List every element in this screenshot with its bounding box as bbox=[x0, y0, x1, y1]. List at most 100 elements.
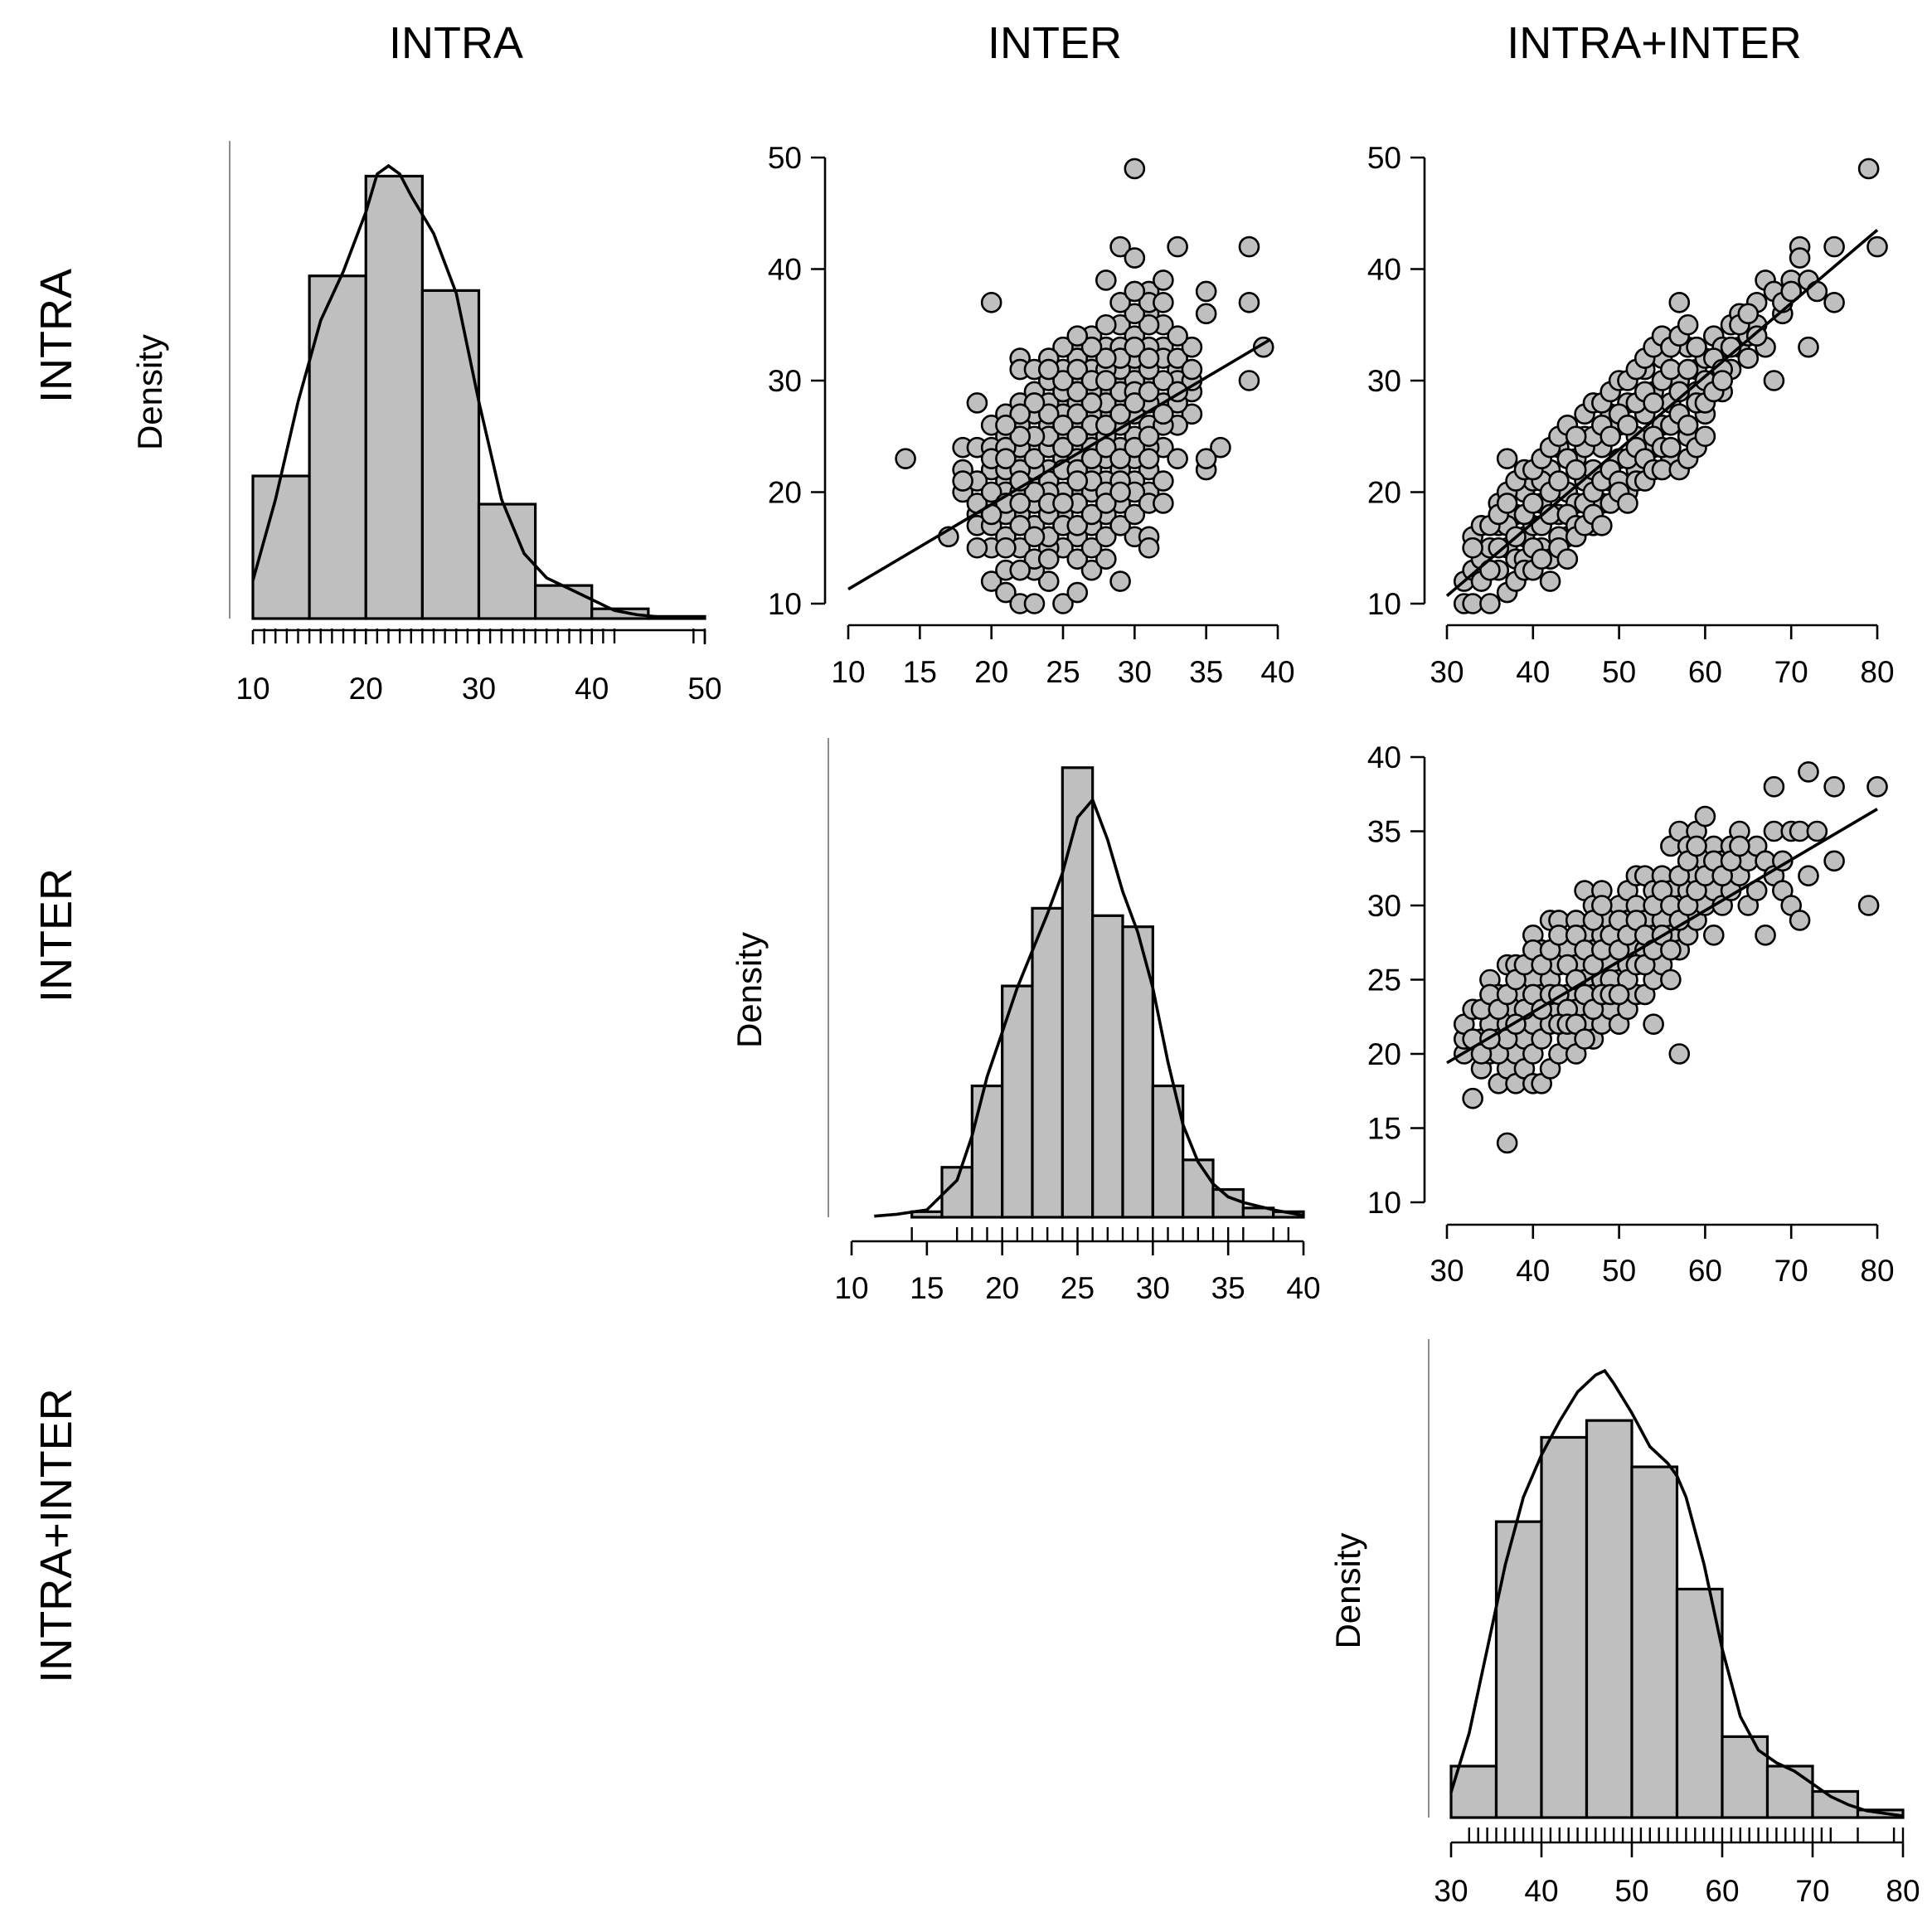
x-tick-label: 40 bbox=[575, 672, 609, 706]
y-tick-label: 50 bbox=[768, 141, 802, 175]
scatter-point bbox=[1124, 392, 1146, 414]
scatter-point bbox=[1037, 548, 1060, 570]
scatter-point bbox=[995, 536, 1017, 559]
histogram-bar bbox=[1121, 925, 1154, 1219]
scatter-point bbox=[1522, 493, 1544, 514]
scatter-point bbox=[1694, 425, 1716, 448]
scatter-point bbox=[1066, 381, 1089, 403]
scatter-point bbox=[1153, 292, 1174, 313]
scatter-point bbox=[1080, 536, 1103, 559]
row-header-intra: INTRA bbox=[32, 269, 81, 403]
scatter-point bbox=[1080, 392, 1103, 414]
scatter-point bbox=[1479, 593, 1501, 614]
scatter-point bbox=[1095, 493, 1117, 514]
scatter-point bbox=[1677, 358, 1699, 381]
scatter-point bbox=[1095, 370, 1117, 391]
scatter-point bbox=[1780, 280, 1802, 303]
scatter-point bbox=[1109, 481, 1131, 503]
scatter-point bbox=[1167, 448, 1188, 469]
x-tick-label: 30 bbox=[462, 672, 496, 706]
x-tick-label: 70 bbox=[1774, 655, 1808, 689]
column-header-intra-inter: INTRA+INTER bbox=[1507, 18, 1802, 68]
scatter-point bbox=[1052, 593, 1074, 614]
histogram-bar bbox=[1211, 1187, 1245, 1219]
histogram-bar bbox=[1494, 1520, 1543, 1819]
scatter-point bbox=[1677, 414, 1699, 436]
histogram-bar bbox=[477, 502, 537, 620]
x-tick-label: 70 bbox=[1795, 1874, 1829, 1908]
scatter-point bbox=[1066, 403, 1089, 425]
scatter-point bbox=[1124, 158, 1146, 180]
x-tick-label: 40 bbox=[1524, 1874, 1558, 1908]
scatter-point bbox=[1153, 269, 1174, 291]
scatter-point bbox=[1167, 325, 1188, 347]
y-tick-label: 20 bbox=[1367, 1037, 1401, 1071]
histogram-bar bbox=[1182, 1158, 1215, 1219]
scatter-point bbox=[895, 448, 916, 469]
y-tick-label: 50 bbox=[1367, 141, 1401, 175]
scatter-point bbox=[1109, 570, 1131, 592]
scatter-point bbox=[1153, 370, 1174, 391]
x-tick-label: 60 bbox=[1705, 1874, 1739, 1908]
density-curve bbox=[874, 797, 1304, 1218]
x-tick-label: 80 bbox=[1860, 655, 1894, 689]
scatter-point bbox=[1138, 313, 1160, 336]
scatter-point bbox=[1617, 414, 1638, 436]
scatter-point bbox=[1109, 292, 1131, 313]
histogram-bar bbox=[1585, 1419, 1633, 1819]
scatter-point bbox=[1009, 559, 1031, 581]
row-header-intra-inter: INTRA+INTER bbox=[32, 1388, 81, 1683]
regression-line bbox=[1445, 229, 1879, 597]
y-tick-label: 30 bbox=[768, 364, 802, 398]
scatter-point bbox=[1711, 370, 1733, 391]
scatter-point bbox=[1124, 503, 1146, 526]
scatter-point bbox=[1591, 515, 1613, 536]
scatter-point bbox=[1138, 347, 1160, 369]
density-curve bbox=[251, 163, 706, 620]
scatter-point bbox=[1181, 336, 1203, 358]
scatter-point bbox=[1857, 158, 1880, 180]
scatter-point bbox=[1565, 425, 1587, 448]
scatter-point bbox=[1238, 235, 1260, 258]
scatter-point bbox=[1181, 403, 1203, 425]
x-tick-label: 20 bbox=[974, 655, 1008, 689]
scatter-point bbox=[1694, 805, 1716, 828]
x-tick-label: 30 bbox=[1136, 1271, 1170, 1305]
histogram-bar bbox=[1811, 1789, 1860, 1819]
scatter-point bbox=[1574, 1028, 1595, 1050]
x-tick-label: 35 bbox=[1211, 1271, 1245, 1305]
scatter-point bbox=[1095, 414, 1117, 436]
scatter-point bbox=[1668, 292, 1691, 313]
scatter-point bbox=[1052, 436, 1074, 459]
scatter-sum-vs-inter: 30 40 50 60 70 80 10 15 20 25 30 35 40 bbox=[1367, 740, 1895, 1288]
scatter-point bbox=[1755, 925, 1776, 946]
scatter-point bbox=[1037, 570, 1060, 592]
x-tick-label: 50 bbox=[1614, 1874, 1648, 1908]
scatter-point bbox=[1124, 247, 1146, 269]
y-axis-label-density: Density bbox=[730, 932, 769, 1048]
scatter-point bbox=[1052, 370, 1074, 391]
scatter-point bbox=[1608, 983, 1630, 1006]
x-tick-label: 10 bbox=[235, 672, 269, 706]
y-axis-label-density: Density bbox=[130, 334, 169, 450]
y-tick-label: 20 bbox=[1367, 476, 1401, 510]
scatter-point bbox=[1052, 414, 1074, 436]
x-tick-label: 15 bbox=[910, 1271, 944, 1305]
x-tick-label: 40 bbox=[1260, 655, 1294, 689]
scatter-point bbox=[1095, 269, 1117, 291]
scatter-point bbox=[1009, 515, 1031, 536]
y-tick-label: 25 bbox=[1367, 964, 1401, 998]
scatter-point bbox=[1009, 425, 1031, 448]
scatter-point bbox=[1686, 336, 1707, 358]
scatter-point bbox=[1548, 470, 1570, 492]
scatter-point bbox=[1080, 503, 1103, 526]
column-header-intra: INTRA bbox=[389, 18, 523, 68]
scatter-point bbox=[1138, 425, 1160, 448]
scatter-point bbox=[1488, 536, 1510, 559]
x-tick-label: 20 bbox=[349, 672, 383, 706]
y-tick-label: 15 bbox=[1367, 1112, 1401, 1146]
scatter-point bbox=[1806, 280, 1828, 303]
scatter-point bbox=[1660, 436, 1682, 459]
scatter-point bbox=[1023, 481, 1046, 503]
histogram-intra: 10 20 30 40 50 Density bbox=[130, 141, 722, 706]
